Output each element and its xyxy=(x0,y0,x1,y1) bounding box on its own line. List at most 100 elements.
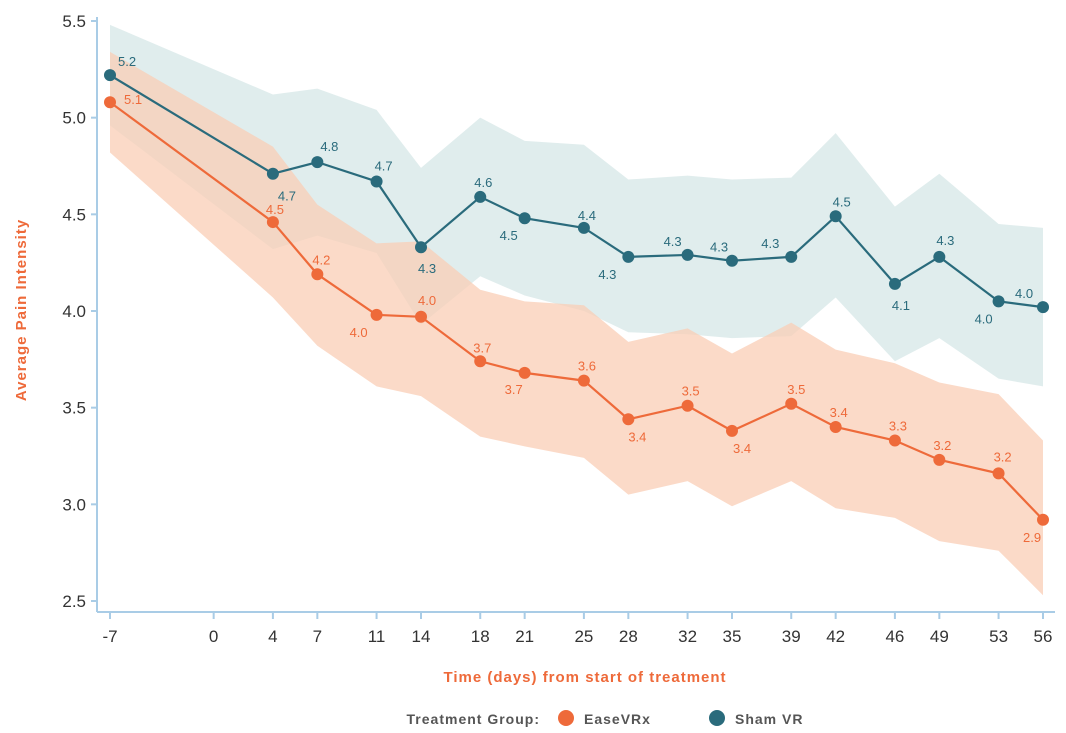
sham-vr-data-label: 5.2 xyxy=(118,54,136,69)
easevrx-data-label: 5.1 xyxy=(124,92,142,107)
x-tick-label: 35 xyxy=(723,627,742,646)
easevrx-data-label: 3.5 xyxy=(787,382,805,397)
sham-vr-data-label: 4.6 xyxy=(474,175,492,190)
y-tick-label: 2.5 xyxy=(62,592,86,611)
x-tick-label: -7 xyxy=(102,627,117,646)
series-points xyxy=(104,69,1049,526)
legend-title: Treatment Group: xyxy=(407,711,540,727)
legend-label-sham-vr: Sham VR xyxy=(735,711,803,727)
easevrx-data-label: 3.7 xyxy=(473,340,491,355)
easevrx-data-label: 2.9 xyxy=(1023,530,1041,545)
easevrx-point xyxy=(518,366,531,379)
sham-vr-point xyxy=(785,250,798,263)
sham-vr-point xyxy=(518,212,531,225)
x-tick-label: 56 xyxy=(1034,627,1053,646)
easevrx-data-label: 4.0 xyxy=(350,325,368,340)
sham-vr-point xyxy=(311,156,324,169)
sham-vr-data-label: 4.8 xyxy=(320,139,338,154)
sham-vr-point xyxy=(681,248,694,261)
easevrx-confidence-band xyxy=(110,51,1043,596)
y-axis-ticks: 2.5 3.0 3.5 4.0 4.5 5.0 5.5 xyxy=(62,12,97,611)
data-labels: 5.1 4.5 4.2 4.0 4.0 3.7 3.7 3.6 3.4 3.5 3.4 3.5 3.4 3… xyxy=(118,54,1041,545)
easevrx-point xyxy=(104,96,116,109)
sham-vr-data-label: 4.3 xyxy=(418,261,436,276)
easevrx-point xyxy=(622,413,635,426)
y-tick-label: 4.0 xyxy=(62,302,86,321)
sham-vr-data-label: 4.4 xyxy=(578,208,596,223)
sham-vr-point xyxy=(266,167,279,180)
easevrx-point xyxy=(829,421,842,433)
sham-vr-point xyxy=(622,250,635,263)
easevrx-point xyxy=(1037,513,1049,526)
x-tick-label: 0 xyxy=(209,627,218,646)
x-tick-label: 28 xyxy=(619,627,638,646)
easevrx-data-label: 3.4 xyxy=(830,405,848,420)
easevrx-point xyxy=(266,216,279,229)
x-tick-label: 11 xyxy=(368,627,386,646)
confidence-bands xyxy=(110,24,1043,596)
sham-vr-point xyxy=(829,210,842,223)
easevrx-point xyxy=(681,399,694,412)
x-axis-title: Time (days) from start of treatment xyxy=(443,669,726,686)
easevrx-data-label: 3.6 xyxy=(578,359,596,374)
sham-vr-data-label: 4.0 xyxy=(975,311,993,326)
easevrx-data-label: 3.7 xyxy=(505,382,523,397)
y-tick-label: 5.5 xyxy=(62,12,86,31)
x-tick-label: 25 xyxy=(574,627,593,646)
legend-label-easevrx: EaseVRx xyxy=(584,711,651,727)
x-axis-ticks: -7 0 4 7 11 14 18 21 25 28 32 35 39 42 46 49 53 56 xyxy=(102,612,1052,646)
easevrx-data-label: 3.4 xyxy=(628,429,646,444)
y-tick-label: 4.5 xyxy=(62,205,86,224)
sham-vr-point xyxy=(474,190,487,203)
easevrx-data-label: 4.5 xyxy=(266,202,284,217)
easevrx-point xyxy=(474,355,487,368)
x-tick-label: 18 xyxy=(471,627,490,646)
sham-vr-data-label: 4.3 xyxy=(598,267,616,282)
easevrx-data-label: 3.2 xyxy=(994,449,1012,464)
x-tick-label: 21 xyxy=(515,627,534,646)
sham-vr-confidence-band xyxy=(110,24,1043,387)
easevrx-point xyxy=(415,310,427,323)
legend: Treatment Group: EaseVRx Sham VR xyxy=(407,710,803,727)
sham-vr-data-label: 4.3 xyxy=(664,234,682,249)
y-tick-label: 5.0 xyxy=(62,109,86,128)
y-axis-title: Average Pain Intensity xyxy=(13,219,30,401)
sham-vr-data-label: 4.7 xyxy=(375,158,393,173)
sham-vr-data-label: 4.5 xyxy=(833,194,851,209)
sham-vr-point xyxy=(577,221,590,234)
sham-vr-point xyxy=(370,175,383,188)
easevrx-point xyxy=(785,397,798,410)
easevrx-point xyxy=(577,374,590,387)
sham-vr-point xyxy=(992,295,1005,308)
sham-vr-data-label: 4.1 xyxy=(892,298,910,313)
sham-vr-point xyxy=(726,254,738,267)
y-tick-label: 3.0 xyxy=(62,495,86,514)
sham-vr-data-label: 4.3 xyxy=(936,233,954,248)
legend-marker-sham-vr xyxy=(709,710,725,726)
x-tick-label: 53 xyxy=(989,627,1008,646)
easevrx-data-label: 3.3 xyxy=(889,419,907,434)
x-tick-label: 46 xyxy=(885,627,904,646)
sham-vr-point xyxy=(933,250,946,263)
easevrx-point xyxy=(933,453,946,466)
x-tick-label: 49 xyxy=(930,627,949,646)
x-tick-label: 7 xyxy=(313,627,322,646)
sham-vr-point xyxy=(1037,301,1049,314)
x-tick-label: 39 xyxy=(782,627,801,646)
sham-vr-data-label: 4.5 xyxy=(500,228,518,243)
sham-vr-data-label: 4.3 xyxy=(761,236,779,251)
sham-vr-data-label: 4.3 xyxy=(710,240,728,255)
easevrx-data-label: 3.4 xyxy=(733,441,751,456)
easevrx-data-label: 4.0 xyxy=(418,293,436,308)
legend-marker-easevrx xyxy=(558,710,574,726)
easevrx-data-label: 3.5 xyxy=(682,384,700,399)
x-tick-label: 4 xyxy=(268,627,277,646)
x-tick-label: 32 xyxy=(678,627,697,646)
x-tick-label: 42 xyxy=(826,627,845,646)
sham-vr-point xyxy=(888,277,901,290)
x-tick-label: 14 xyxy=(412,627,431,646)
easevrx-point xyxy=(992,467,1005,480)
easevrx-point xyxy=(726,424,738,437)
easevrx-point xyxy=(888,434,901,447)
